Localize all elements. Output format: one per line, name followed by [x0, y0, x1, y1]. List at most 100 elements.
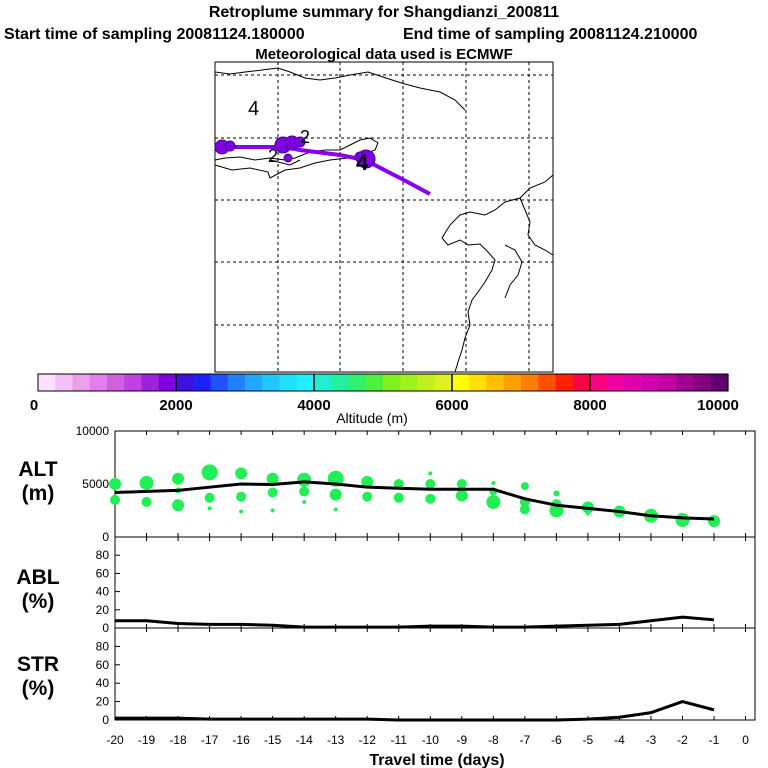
alt-point	[109, 478, 121, 490]
alt-point	[428, 471, 433, 476]
alt-point	[270, 508, 275, 513]
x-tick-label: -4	[614, 733, 625, 747]
colorbar-cell	[55, 374, 74, 391]
alt-ytick-label: 0	[102, 530, 109, 544]
colorbar-cell	[314, 374, 332, 391]
alt-point	[393, 492, 404, 503]
alt-point	[204, 492, 215, 503]
alt-point	[393, 479, 404, 489]
colorbar-cell	[331, 374, 350, 391]
alt-point	[361, 475, 374, 488]
x-tick-label: -3	[646, 733, 657, 747]
x-tick-label: -17	[201, 733, 219, 747]
alt-point	[302, 500, 307, 505]
str-ytick-label: 0	[102, 713, 109, 727]
colorbar-cell	[607, 374, 626, 391]
alt-point	[708, 515, 721, 528]
colorbar-major-ticks	[175, 374, 591, 391]
x-tick-label: -14	[295, 733, 313, 747]
str-ytick-label: 60	[96, 658, 110, 672]
colorbar-cell	[210, 374, 229, 391]
x-tick-label: -2	[677, 733, 688, 747]
str-panel-unit: (%)	[22, 677, 55, 700]
x-tick-label: -7	[520, 733, 531, 747]
x-tick-label: -1	[709, 733, 720, 747]
x-tick-label: -5	[583, 733, 594, 747]
chart-title: Retroplume summary for Shangdianzi_20081…	[208, 4, 560, 21]
x-tick-label: -18	[169, 733, 187, 747]
colorbar-tick-8000: 8000	[573, 397, 606, 414]
end-time-label: End time of sampling 20081124.210000	[403, 26, 698, 43]
map-day-label-1: 4	[248, 98, 259, 120]
x-tick-label: -12	[359, 733, 377, 747]
str-ytick-label: 80	[96, 639, 110, 653]
alt-point	[236, 491, 247, 502]
colorbar-cell	[710, 374, 729, 391]
colorbar-cell	[676, 374, 695, 391]
x-tick-label: -11	[391, 733, 408, 747]
colorbar-cell	[590, 374, 608, 391]
colorbar-tick-10000: 10000	[697, 397, 739, 414]
colorbar-cell	[193, 374, 212, 391]
map-frame	[214, 61, 554, 373]
x-tick-label: -13	[327, 733, 345, 747]
alt-point	[235, 467, 248, 480]
abl-panel-unit: (%)	[22, 590, 55, 613]
colorbar-tick-6000: 6000	[435, 397, 468, 414]
x-axis-label: Travel time (days)	[369, 752, 504, 768]
alt-ytick-label: 5000	[82, 477, 109, 491]
alt-point	[486, 495, 501, 510]
map-day-label-4: 4	[356, 150, 369, 175]
colorbar-cell	[124, 374, 143, 391]
colorbar-cell	[538, 374, 557, 391]
colorbar-frame	[37, 373, 729, 392]
colorbar-cell	[141, 374, 160, 391]
colorbar-label: Altitude (m)	[336, 410, 408, 426]
alt-point	[425, 479, 436, 489]
colorbar-cell	[176, 374, 194, 391]
alt-point	[110, 494, 120, 505]
x-tick-label: -10	[422, 733, 440, 747]
str-panel-label: STR	[17, 653, 59, 676]
x-tick-label: 0	[742, 733, 749, 747]
colorbar-cell	[72, 374, 91, 391]
colorbar-cell	[624, 374, 643, 391]
colorbar-cell	[641, 374, 660, 391]
alt-point	[201, 464, 218, 481]
abl-panel-frame	[114, 536, 756, 629]
colorbar-tick-2000: 2000	[159, 397, 192, 414]
altitude-colorbar: 0 2000 4000 6000 8000 10000 Altitude (m)	[30, 373, 739, 426]
x-tick-label: -19	[138, 733, 156, 747]
alt-point	[519, 504, 530, 515]
alt-point	[141, 497, 152, 508]
colorbar-cell	[400, 374, 419, 391]
x-tick-label: -6	[551, 733, 562, 747]
coastlines	[214, 67, 554, 373]
alt-median-line	[114, 480, 715, 521]
str-line	[115, 700, 715, 722]
colorbar-cell	[383, 374, 401, 391]
map-gridlines	[215, 62, 553, 372]
map-day-label-3: 2	[300, 127, 310, 147]
colorbar-cell	[486, 374, 505, 391]
colorbar-cell	[348, 374, 367, 391]
colorbar-cell	[417, 374, 436, 391]
map-panel: 4 2 2 4	[214, 61, 554, 373]
alt-point	[362, 491, 373, 502]
colorbar-cell	[469, 374, 488, 391]
x-tick-label: -8	[488, 733, 499, 747]
abl-ytick-label: 20	[96, 603, 110, 617]
str-ytick-label: 20	[96, 695, 110, 709]
colorbar-tick-0: 0	[30, 397, 38, 414]
alt-point	[172, 472, 185, 485]
abl-panel-label: ABL	[16, 566, 59, 589]
colorbar-cell	[521, 374, 539, 391]
colorbar-tick-4000: 4000	[297, 397, 330, 414]
colorbar-cell	[107, 374, 125, 391]
colorbar-cell	[262, 374, 281, 391]
str-panel-frame	[114, 627, 756, 721]
alt-point	[266, 472, 279, 485]
colorbar-cell	[659, 374, 677, 391]
x-tick-label: -15	[264, 733, 282, 747]
alt-point	[456, 479, 467, 489]
